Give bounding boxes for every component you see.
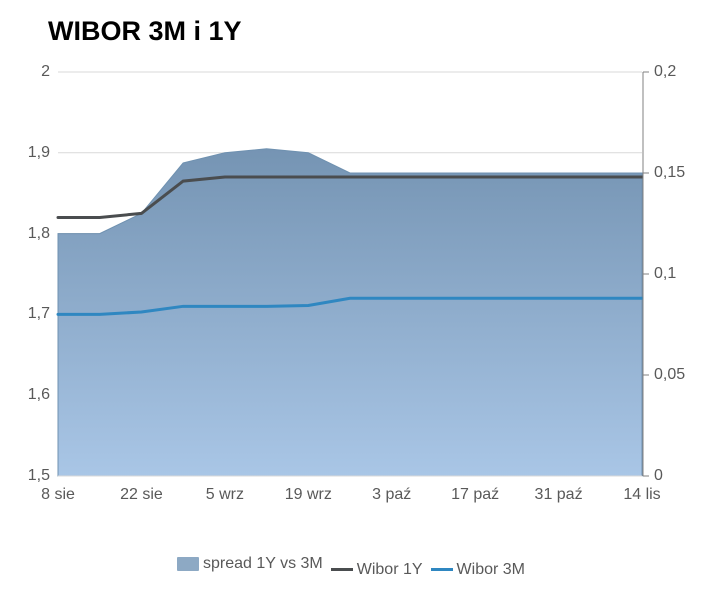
wibor-chart: WIBOR 3M i 1Y spread 1Y vs 3MWibor 1YWib… — [0, 0, 702, 591]
x-tick: 19 wrz — [285, 486, 332, 504]
y-left-tick: 1,8 — [28, 225, 50, 243]
x-tick: 3 paź — [372, 486, 411, 504]
plot-area — [0, 0, 702, 591]
legend-label: Wibor 3M — [457, 561, 525, 579]
legend: spread 1Y vs 3M Wibor 1Y Wibor 3M — [0, 555, 702, 579]
x-tick: 31 paź — [535, 486, 583, 504]
legend-item-wibor3m: Wibor 3M — [431, 561, 525, 579]
x-tick: 14 lis — [623, 486, 660, 504]
y-left-tick: 1,6 — [28, 386, 50, 404]
x-tick: 5 wrz — [206, 486, 244, 504]
y-right-tick: 0,15 — [654, 164, 685, 182]
y-right-tick: 0,2 — [654, 63, 676, 81]
y-left-tick: 2 — [41, 63, 50, 81]
legend-swatch-line-icon — [431, 568, 453, 571]
legend-item-spread: spread 1Y vs 3M — [177, 555, 323, 573]
y-left-tick: 1,9 — [28, 144, 50, 162]
legend-item-wibor1y: Wibor 1Y — [331, 561, 423, 579]
x-tick: 22 sie — [120, 486, 163, 504]
y-right-tick: 0,05 — [654, 366, 685, 384]
x-tick: 8 sie — [41, 486, 75, 504]
legend-label: Wibor 1Y — [357, 561, 423, 579]
y-right-tick: 0 — [654, 467, 663, 485]
y-right-tick: 0,1 — [654, 265, 676, 283]
x-tick: 17 paź — [451, 486, 499, 504]
y-left-tick: 1,7 — [28, 305, 50, 323]
legend-swatch-area-icon — [177, 557, 199, 571]
y-left-tick: 1,5 — [28, 467, 50, 485]
legend-swatch-line-icon — [331, 568, 353, 571]
legend-label: spread 1Y vs 3M — [203, 555, 323, 573]
